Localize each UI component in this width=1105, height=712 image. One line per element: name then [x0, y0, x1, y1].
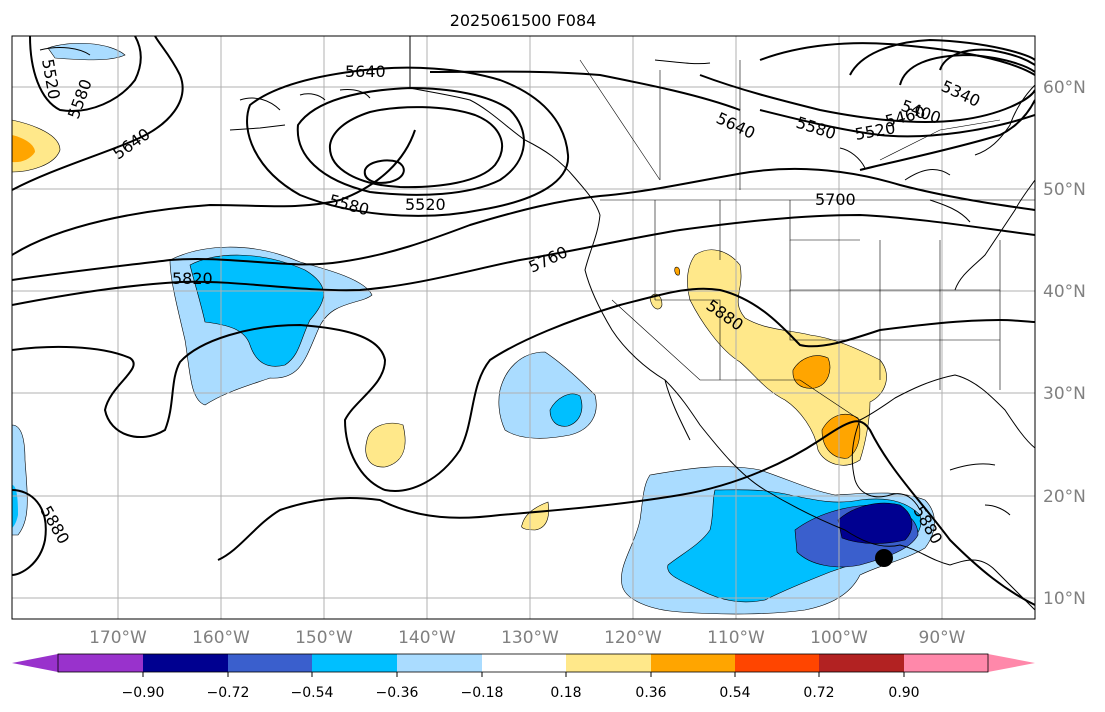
lon-label: 100°W — [810, 628, 868, 648]
colorbar-cell — [735, 654, 819, 672]
colorbar-under-arrow — [12, 654, 58, 672]
contour-label: 5820 — [172, 269, 213, 288]
colorbar-tick-label: 0.72 — [803, 685, 834, 701]
lat-label: 60°N — [1043, 78, 1086, 98]
storm-center-marker — [875, 549, 893, 567]
latitude-labels: 60°N 50°N 40°N 30°N 20°N 10°N — [1043, 78, 1086, 609]
lon-label: 110°W — [707, 628, 765, 648]
colorbar-cell — [58, 654, 143, 672]
contour-label: 5520 — [405, 195, 446, 214]
lat-label: 20°N — [1043, 487, 1086, 507]
colorbar-tick-label: 0.36 — [635, 685, 666, 701]
colorbar-cell — [228, 654, 312, 672]
colorbar-tick-label: −0.54 — [291, 685, 334, 701]
map-frame — [11, 35, 1036, 620]
colorbar-cell — [397, 654, 482, 672]
colorbar-cell — [904, 654, 988, 672]
contour-label: 5700 — [815, 190, 856, 209]
colorbar-cell — [482, 654, 566, 672]
colorbar-tick-label: 0.18 — [550, 685, 581, 701]
colorbar-cell — [312, 654, 397, 672]
longitude-labels: 170°W 160°W 150°W 140°W 130°W 120°W 110°… — [89, 628, 966, 648]
lon-label: 90°W — [919, 628, 966, 648]
lat-label: 30°N — [1043, 384, 1086, 404]
lon-label: 170°W — [89, 628, 147, 648]
colorbar-cell — [819, 654, 904, 672]
colorbar-tick-label: −0.36 — [376, 685, 419, 701]
lat-label: 50°N — [1043, 180, 1086, 200]
colorbar-cell — [143, 654, 228, 672]
colorbar-cell — [566, 654, 651, 672]
colorbar-tick-label: 0.54 — [719, 685, 750, 701]
political-borders — [579, 59, 1035, 421]
colorbar-cell — [651, 654, 735, 672]
colorbar: −0.90 −0.72 −0.54 −0.36 −0.18 0.18 0.36 0.54 0.7… — [12, 653, 1035, 701]
lat-label: 10°N — [1043, 589, 1086, 609]
height-contours — [12, 36, 1035, 606]
map-area: 5520 5580 5640 5640 5520 5580 5640 5580 … — [12, 36, 1035, 619]
lon-label: 130°W — [501, 628, 559, 648]
gridlines — [12, 36, 1035, 619]
lon-label: 120°W — [604, 628, 662, 648]
colorbar-tick-label: −0.90 — [122, 685, 165, 701]
colorbar-tick-label: −0.72 — [207, 685, 250, 701]
map-title: 2025061500 F084 — [450, 11, 597, 30]
lat-label: 40°N — [1043, 282, 1086, 302]
lon-label: 140°W — [398, 628, 456, 648]
colorbar-over-arrow — [988, 654, 1035, 672]
colorbar-tick-label: −0.18 — [461, 685, 504, 701]
lon-label: 160°W — [192, 628, 250, 648]
lon-label: 150°W — [295, 628, 353, 648]
contour-label: 5640 — [345, 62, 386, 81]
colorbar-tick-label: 0.90 — [888, 685, 919, 701]
